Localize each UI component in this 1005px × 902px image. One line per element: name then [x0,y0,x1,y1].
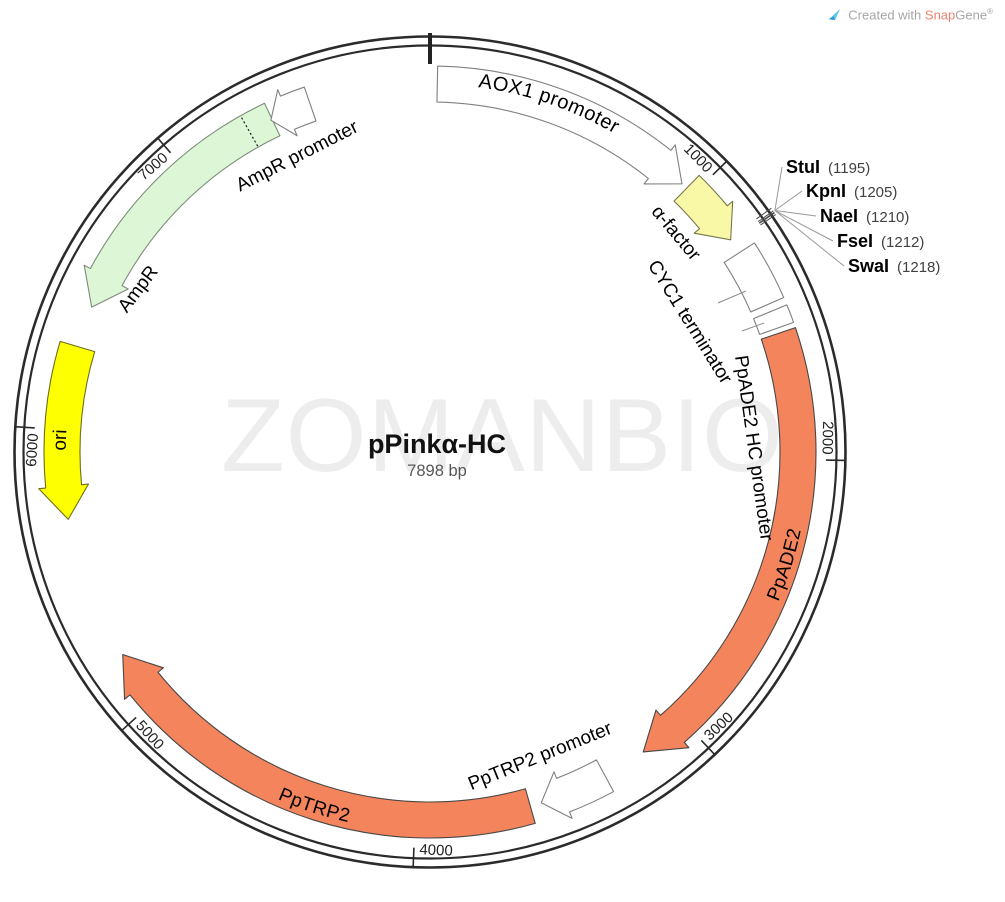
snapgene-attribution: Created with SnapGene® [827,7,993,22]
tick-1000 [712,159,729,176]
tick-6000 [14,425,35,429]
tick-5000 [120,716,137,732]
site-leader-fsei [774,210,834,242]
snapgene-logo-icon [827,7,842,22]
site-label-swai: SwaI (1218) [848,256,940,276]
site-leader-kpni [774,190,803,211]
site-label-naei: NaeI (1210) [820,206,909,226]
feature-divider-ampr [240,116,259,147]
tick-label-6000: 6000 [23,433,42,467]
feature-label-ppade2-hc-promoter: PpADE2 HC promoter [730,354,777,543]
site-label-fsei: FseI (1212) [837,231,924,251]
brand-snap: Snap [924,7,956,23]
feature-label-ori-text: ori [50,429,72,451]
feature-band-ppade2-hc-promoter [753,304,795,336]
feature-band-ppade2 [642,327,817,753]
feature-label-cyc1-terminator: CYC1 terminator [643,257,736,389]
brand-gene: Gene [955,7,988,23]
site-tick-stui [756,207,772,220]
tick-label-text-4000: 4000 [419,841,453,859]
tick-7000 [156,136,172,154]
feature-band-pptrp2 [122,653,536,839]
tick-label-4000: 4000 [419,841,453,859]
site-leader-stui [774,166,783,211]
leader-line-ppade2-hc-promoter [741,322,765,332]
site-label-stui: StuI (1195) [786,157,870,177]
feature-band-ampr [83,102,281,308]
feature-band-ampr-promoter [270,86,317,137]
attribution-text: Created with SnapGene® [848,7,993,22]
leader-line-cyc1-terminator [717,290,747,304]
site-tick-swai [760,214,777,226]
tick-label-2000: 2000 [818,421,836,455]
plasmid-title: pPinkα-HC [367,429,507,459]
registered-mark: ® [987,7,993,16]
feature-band-aox1-promoter [436,65,683,185]
watermark: ZOMANBIO [221,378,784,494]
tick-label-text-6000: 6000 [23,433,42,467]
feature-label-cyc1-terminator-text: CYC1 terminator [643,257,736,389]
feature-band-pptrp2-promoter [540,759,615,819]
site-leader-swai [774,210,845,267]
feature-band-ori [38,340,96,520]
feature-label-ppade2-hc-promoter-text: PpADE2 HC promoter [730,354,777,543]
tick-4000 [412,847,415,869]
feature-band-cyc1-terminator [723,242,785,313]
plasmid-title-block: pPinkα-HC 7898 bp [287,429,587,481]
site-tick-kpni [757,210,774,222]
feature-band-factor [673,174,734,241]
feature-label-ori: ori [50,429,72,451]
site-tick-naei [758,211,775,224]
plasmid-size: 7898 bp [407,462,467,480]
site-label-kpni: KpnI (1205) [806,181,897,201]
site-leader-naei [774,210,817,217]
attribution-prefix: Created with [848,7,922,23]
site-tick-fsei [759,212,775,224]
tick-3000 [700,739,716,756]
tick-label-text-2000: 2000 [818,421,836,455]
